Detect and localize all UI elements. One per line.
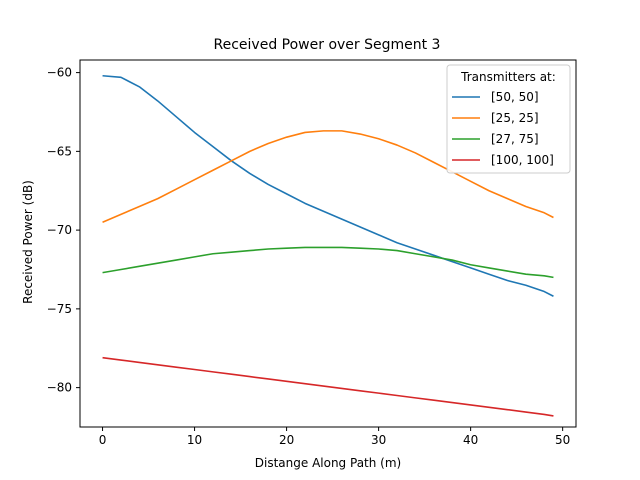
y-tick-label: −80 xyxy=(47,381,72,395)
x-tick-label: 0 xyxy=(99,433,107,447)
y-tick-label: −70 xyxy=(47,223,72,237)
x-tick-label: 30 xyxy=(371,433,386,447)
legend-entry-label: [50, 50] xyxy=(491,90,539,104)
chart-title: Received Power over Segment 3 xyxy=(214,37,441,53)
series-lines xyxy=(102,74,554,417)
series-line xyxy=(102,246,554,279)
y-tick-label: −75 xyxy=(47,302,72,316)
x-axis-ticks: 0 10 20 30 40 50 xyxy=(99,427,570,447)
x-tick-label: 10 xyxy=(187,433,202,447)
legend-title: Transmitters at: xyxy=(460,70,556,84)
series-line xyxy=(102,356,554,417)
series-line xyxy=(102,74,554,297)
x-tick-label: 50 xyxy=(555,433,570,447)
y-axis-ticks: −60 −65 −70 −75 −80 xyxy=(47,66,80,395)
y-axis-label: Received Power (dB) xyxy=(21,180,35,304)
x-tick-label: 20 xyxy=(279,433,294,447)
y-tick-label: −60 xyxy=(47,66,72,80)
legend-entry-label: [25, 25] xyxy=(491,111,539,125)
legend-entry-label: [100, 100] xyxy=(491,153,554,167)
y-tick-label: −65 xyxy=(47,144,72,158)
legend-entry-label: [27, 75] xyxy=(491,132,539,146)
x-axis-label: Distange Along Path (m) xyxy=(255,456,401,470)
series-line xyxy=(102,130,554,223)
x-tick-label: 40 xyxy=(463,433,478,447)
legend-box xyxy=(446,64,571,174)
legend: Transmitters at: [50, 50] [25, 25] [27, 75]… xyxy=(446,64,571,174)
